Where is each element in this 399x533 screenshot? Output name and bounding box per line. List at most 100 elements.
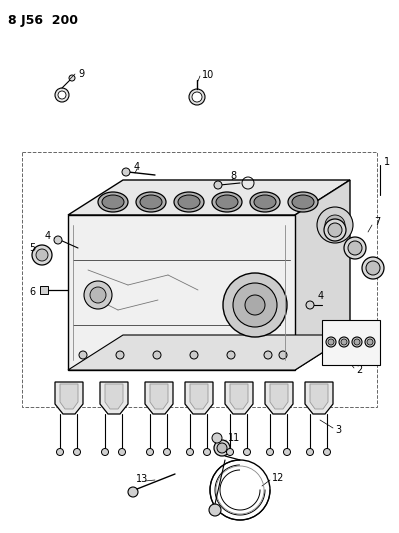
Text: 4: 4 — [45, 231, 51, 241]
Bar — [40, 286, 48, 294]
Ellipse shape — [136, 192, 166, 212]
Circle shape — [214, 440, 230, 456]
Circle shape — [101, 448, 109, 456]
Circle shape — [212, 433, 222, 443]
Circle shape — [352, 337, 362, 347]
Text: 11: 11 — [228, 433, 240, 443]
Text: 3: 3 — [335, 425, 341, 435]
Bar — [22, 152, 377, 407]
Ellipse shape — [174, 192, 204, 212]
Ellipse shape — [216, 195, 238, 209]
Polygon shape — [68, 335, 350, 370]
Bar — [68, 215, 295, 370]
Polygon shape — [105, 384, 123, 409]
Text: 1: 1 — [384, 157, 390, 167]
Circle shape — [84, 281, 112, 309]
Circle shape — [267, 448, 273, 456]
Circle shape — [214, 181, 222, 189]
Circle shape — [243, 448, 251, 456]
Text: 4: 4 — [318, 291, 324, 301]
Ellipse shape — [140, 195, 162, 209]
Circle shape — [365, 337, 375, 347]
Circle shape — [153, 351, 161, 359]
Circle shape — [324, 448, 330, 456]
Text: 7: 7 — [374, 217, 380, 227]
Polygon shape — [185, 382, 213, 414]
Circle shape — [90, 287, 106, 303]
Circle shape — [116, 351, 124, 359]
Circle shape — [203, 448, 211, 456]
Bar — [322, 320, 380, 365]
Polygon shape — [310, 384, 328, 409]
Circle shape — [306, 301, 314, 309]
Text: 13: 13 — [136, 474, 148, 484]
Circle shape — [245, 295, 265, 315]
Circle shape — [223, 273, 287, 337]
Text: 10: 10 — [202, 70, 214, 80]
Text: 6: 6 — [29, 287, 35, 297]
Circle shape — [324, 219, 346, 241]
Circle shape — [366, 261, 380, 275]
Circle shape — [190, 351, 198, 359]
Circle shape — [79, 351, 87, 359]
Circle shape — [326, 337, 336, 347]
Ellipse shape — [254, 195, 276, 209]
Circle shape — [284, 448, 290, 456]
Circle shape — [339, 337, 349, 347]
Circle shape — [233, 283, 277, 327]
Polygon shape — [295, 180, 350, 370]
Text: 5: 5 — [29, 243, 35, 253]
Circle shape — [189, 89, 205, 105]
Circle shape — [209, 504, 221, 516]
Circle shape — [306, 448, 314, 456]
Circle shape — [69, 75, 75, 81]
Circle shape — [362, 257, 384, 279]
Polygon shape — [270, 384, 288, 409]
Text: 8: 8 — [230, 171, 236, 181]
Ellipse shape — [288, 192, 318, 212]
Text: 12: 12 — [272, 473, 284, 483]
Circle shape — [328, 339, 334, 345]
Circle shape — [264, 351, 272, 359]
Text: 8 J56  200: 8 J56 200 — [8, 14, 78, 27]
Circle shape — [119, 448, 126, 456]
Circle shape — [227, 448, 233, 456]
Text: 9: 9 — [78, 69, 84, 79]
Circle shape — [146, 448, 154, 456]
Circle shape — [328, 223, 342, 237]
Circle shape — [317, 207, 353, 243]
Polygon shape — [68, 180, 350, 215]
Polygon shape — [265, 382, 293, 414]
Circle shape — [186, 448, 194, 456]
Circle shape — [227, 351, 235, 359]
Polygon shape — [225, 382, 253, 414]
Circle shape — [55, 88, 69, 102]
Polygon shape — [100, 382, 128, 414]
Polygon shape — [145, 382, 173, 414]
Circle shape — [128, 487, 138, 497]
Circle shape — [344, 237, 366, 259]
Circle shape — [325, 215, 345, 235]
Polygon shape — [60, 384, 78, 409]
Ellipse shape — [250, 192, 280, 212]
Circle shape — [54, 236, 62, 244]
Polygon shape — [305, 382, 333, 414]
Ellipse shape — [98, 192, 128, 212]
Ellipse shape — [212, 192, 242, 212]
Polygon shape — [190, 384, 208, 409]
Circle shape — [122, 168, 130, 176]
Circle shape — [192, 92, 202, 102]
Circle shape — [354, 339, 360, 345]
Circle shape — [279, 351, 287, 359]
Circle shape — [57, 448, 63, 456]
Text: 4: 4 — [134, 162, 140, 172]
Text: 2: 2 — [356, 365, 362, 375]
Polygon shape — [55, 382, 83, 414]
Circle shape — [36, 249, 48, 261]
Circle shape — [164, 448, 170, 456]
Circle shape — [348, 241, 362, 255]
Circle shape — [341, 339, 347, 345]
Circle shape — [32, 245, 52, 265]
Ellipse shape — [102, 195, 124, 209]
Circle shape — [217, 443, 227, 453]
